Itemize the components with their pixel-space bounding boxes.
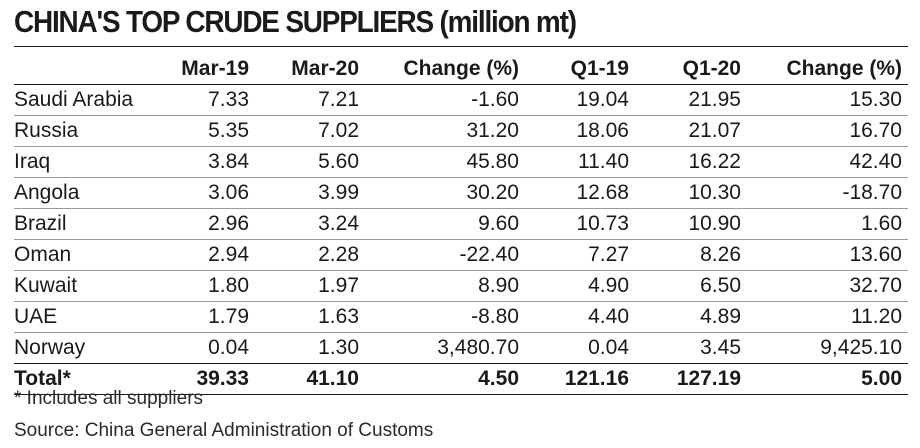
header-mar-20: Mar-20 [291, 57, 359, 80]
value-cell: 5.35 [162, 115, 249, 147]
country-cell: Norway [14, 332, 162, 364]
value-cell: 1.97 [249, 270, 359, 302]
country-cell: Oman [14, 239, 162, 271]
value-cell: 16.70 [741, 115, 908, 147]
value-cell: 4.40 [519, 301, 629, 333]
value-cell: 10.30 [629, 177, 741, 209]
country-cell: Russia [14, 115, 162, 147]
table-row: Saudi Arabia 7.33 7.21 -1.60 19.04 21.95 15.30 [14, 84, 908, 116]
table-row: Angola 3.06 3.99 30.20 12.68 10.30 -18.70 [14, 177, 908, 209]
total-cell: 5.00 [741, 363, 908, 395]
title-divider [14, 46, 908, 47]
value-cell: 13.60 [741, 239, 908, 271]
value-cell: 31.20 [359, 115, 519, 147]
total-cell: 41.10 [249, 363, 359, 395]
country-cell: Angola [14, 177, 162, 209]
total-cell: 127.19 [629, 363, 741, 395]
value-cell: 3.45 [629, 332, 741, 364]
value-cell: 15.30 [741, 84, 908, 116]
country-cell: Iraq [14, 146, 162, 178]
value-cell: 0.04 [519, 332, 629, 364]
value-cell: 21.07 [629, 115, 741, 147]
country-cell: Saudi Arabia [14, 84, 162, 116]
country-cell: UAE [14, 301, 162, 333]
value-cell: 11.40 [519, 146, 629, 178]
chart-title: CHINA'S TOP CRUDE SUPPLIERS (million mt) [14, 4, 577, 39]
value-cell: 12.68 [519, 177, 629, 209]
value-cell: 4.90 [519, 270, 629, 302]
value-cell: 4.89 [629, 301, 741, 333]
table-row: Norway 0.04 1.30 3,480.70 0.04 3.45 9,425.10 [14, 332, 908, 364]
value-cell: -1.60 [359, 84, 519, 116]
value-cell: 8.26 [629, 239, 741, 271]
table-row: Russia 5.35 7.02 31.20 18.06 21.07 16.70 [14, 115, 908, 147]
table-row: UAE 1.79 1.63 -8.80 4.40 4.89 11.20 [14, 301, 908, 333]
total-label: Total* [14, 363, 162, 395]
total-cell: 4.50 [359, 363, 519, 395]
header-country [14, 53, 162, 85]
value-cell: 7.02 [249, 115, 359, 147]
country-cell: Brazil [14, 208, 162, 240]
table-row: Iraq 3.84 5.60 45.80 11.40 16.22 42.40 [14, 146, 908, 178]
value-cell: 2.94 [162, 239, 249, 271]
table-row: Kuwait 1.80 1.97 8.90 4.90 6.50 32.70 [14, 270, 908, 302]
table-body: Saudi Arabia 7.33 7.21 -1.60 19.04 21.95 15.30… [14, 84, 908, 364]
table-total-row: Total* 39.33 41.10 4.50 121.16 127.19 5.… [14, 363, 908, 395]
value-cell: 10.90 [629, 208, 741, 240]
value-cell: 9.60 [359, 208, 519, 240]
country-cell: Kuwait [14, 270, 162, 302]
header-q1-20: Q1-20 [682, 57, 741, 80]
value-cell: 11.20 [741, 301, 908, 333]
header-change-month: Change (%) [403, 57, 520, 80]
value-cell: 7.21 [249, 84, 359, 116]
table-header-row: Mar-19 Mar-20 Change (%) Q1-19 Q1-20 Cha… [14, 53, 908, 85]
value-cell: 8.90 [359, 270, 519, 302]
total-cell: 39.33 [162, 363, 249, 395]
value-cell: 3.24 [249, 208, 359, 240]
value-cell: 7.27 [519, 239, 629, 271]
value-cell: 6.50 [629, 270, 741, 302]
value-cell: 3.99 [249, 177, 359, 209]
value-cell: 10.73 [519, 208, 629, 240]
value-cell: 3.84 [162, 146, 249, 178]
value-cell: 18.06 [519, 115, 629, 147]
value-cell: 1.63 [249, 301, 359, 333]
value-cell: -22.40 [359, 239, 519, 271]
value-cell: 9,425.10 [741, 332, 908, 364]
value-cell: 2.28 [249, 239, 359, 271]
value-cell: 0.04 [162, 332, 249, 364]
source-note: Source: China General Administration of … [14, 420, 434, 441]
table-row: Brazil 2.96 3.24 9.60 10.73 10.90 1.60 [14, 208, 908, 240]
footnote: * Includes all suppliers [14, 388, 204, 409]
value-cell: 2.96 [162, 208, 249, 240]
value-cell: 7.33 [162, 84, 249, 116]
value-cell: 5.60 [249, 146, 359, 178]
value-cell: 42.40 [741, 146, 908, 178]
value-cell: 1.30 [249, 332, 359, 364]
value-cell: 30.20 [359, 177, 519, 209]
value-cell: 19.04 [519, 84, 629, 116]
value-cell: 1.79 [162, 301, 249, 333]
crude-suppliers-table: Mar-19 Mar-20 Change (%) Q1-19 Q1-20 Cha… [14, 53, 908, 395]
value-cell: -18.70 [741, 177, 908, 209]
value-cell: -8.80 [359, 301, 519, 333]
value-cell: 1.60 [741, 208, 908, 240]
header-q1-19: Q1-19 [570, 57, 629, 80]
header-change-quarter: Change (%) [786, 57, 903, 80]
value-cell: 1.80 [162, 270, 249, 302]
header-mar-19: Mar-19 [181, 57, 249, 80]
value-cell: 21.95 [629, 84, 741, 116]
value-cell: 32.70 [741, 270, 908, 302]
value-cell: 3.06 [162, 177, 249, 209]
total-cell: 121.16 [519, 363, 629, 395]
value-cell: 45.80 [359, 146, 519, 178]
value-cell: 3,480.70 [359, 332, 519, 364]
value-cell: 16.22 [629, 146, 741, 178]
table-row: Oman 2.94 2.28 -22.40 7.27 8.26 13.60 [14, 239, 908, 271]
